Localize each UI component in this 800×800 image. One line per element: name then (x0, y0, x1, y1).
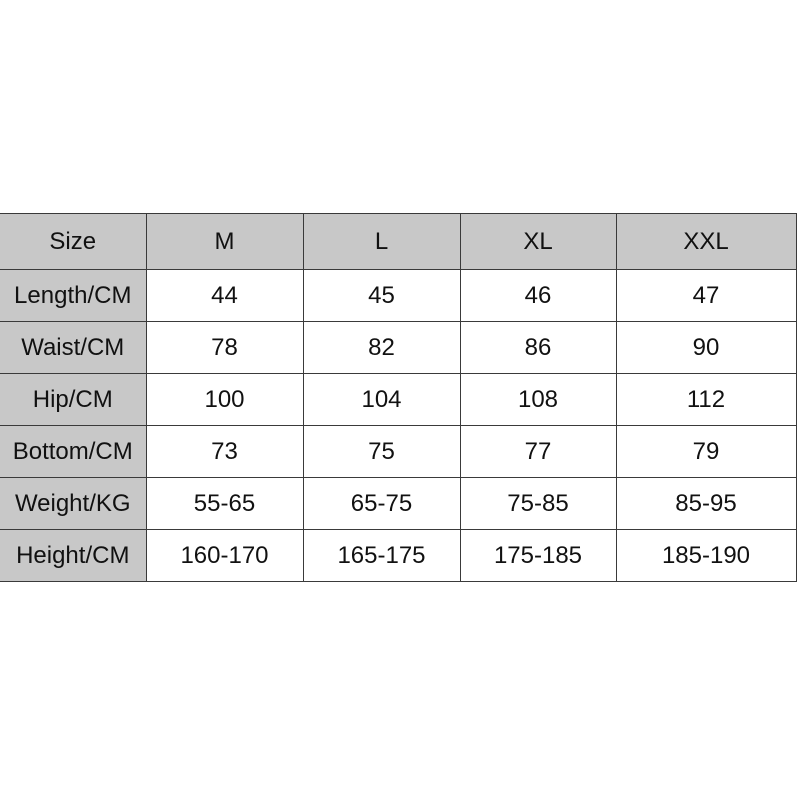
table-cell: 65-75 (302, 477, 461, 530)
table-cell: 112 (615, 373, 797, 426)
size-label-header: Size (0, 213, 147, 270)
table-cell: 82 (302, 321, 461, 374)
table-cell: 78 (145, 321, 304, 374)
table-row: Height/CM 160-170 165-175 175-185 185-190 (0, 529, 797, 582)
table-cell: 73 (145, 425, 304, 478)
size-header-cell: M (145, 213, 304, 270)
table-cell: 79 (615, 425, 797, 478)
row-label: Weight/KG (0, 477, 147, 530)
table-cell: 46 (459, 269, 617, 322)
table-cell: 77 (459, 425, 617, 478)
table-cell: 75 (302, 425, 461, 478)
table-cell: 55-65 (145, 477, 304, 530)
size-header-cell: L (302, 213, 461, 270)
table-cell: 44 (145, 269, 304, 322)
table-row: Hip/CM 100 104 108 112 (0, 373, 797, 426)
size-header-cell: XXL (615, 213, 797, 270)
row-label: Bottom/CM (0, 425, 147, 478)
table-cell: 45 (302, 269, 461, 322)
row-label: Hip/CM (0, 373, 147, 426)
table-row: Length/CM 44 45 46 47 (0, 269, 797, 322)
table-row: Waist/CM 78 82 86 90 (0, 321, 797, 374)
table-cell: 90 (615, 321, 797, 374)
table-row: Weight/KG 55-65 65-75 75-85 85-95 (0, 477, 797, 530)
table-cell: 185-190 (615, 529, 797, 582)
size-chart-table: Size M L XL XXL Length/CM 44 45 46 47 Waist/CM 78 82… (0, 213, 797, 582)
table-cell: 85-95 (615, 477, 797, 530)
table-cell: 165-175 (302, 529, 461, 582)
size-header-cell: XL (459, 213, 617, 270)
table-row: Bottom/CM 73 75 77 79 (0, 425, 797, 478)
table-cell: 104 (302, 373, 461, 426)
row-label: Waist/CM (0, 321, 147, 374)
table-cell: 108 (459, 373, 617, 426)
table-cell: 75-85 (459, 477, 617, 530)
table-cell: 100 (145, 373, 304, 426)
header-row: Size M L XL XXL (0, 213, 797, 270)
table-cell: 160-170 (145, 529, 304, 582)
table-cell: 175-185 (459, 529, 617, 582)
table-cell: 86 (459, 321, 617, 374)
row-label: Height/CM (0, 529, 147, 582)
row-label: Length/CM (0, 269, 147, 322)
table-cell: 47 (615, 269, 797, 322)
